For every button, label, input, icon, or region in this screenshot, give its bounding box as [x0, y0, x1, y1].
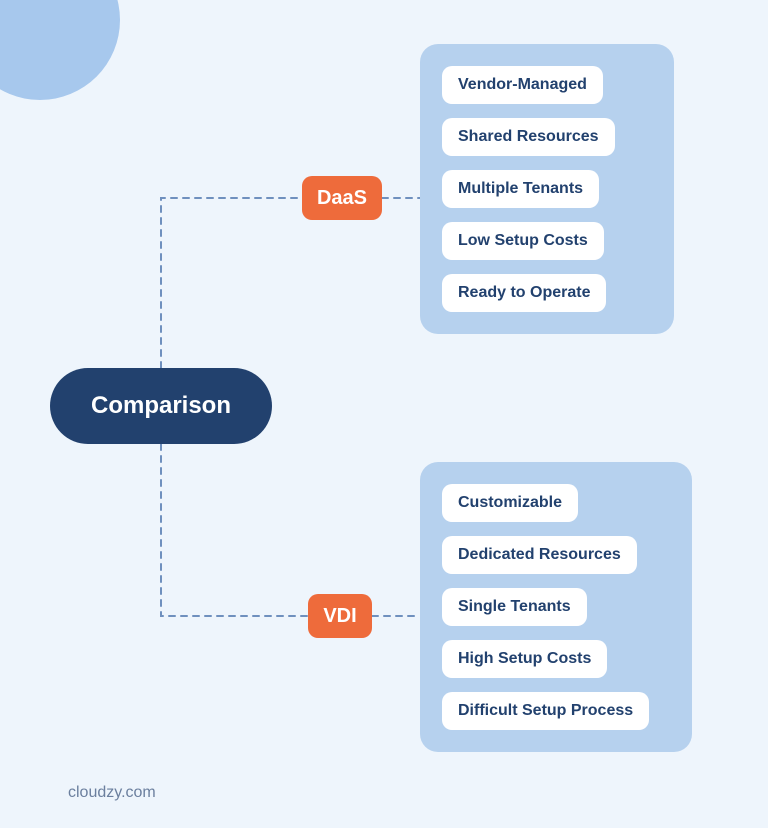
panel-vdi: Customizable Dedicated Resources Single Te… [420, 462, 692, 752]
feature-item: Shared Resources [442, 118, 615, 156]
feature-item: Difficult Setup Process [442, 692, 649, 730]
feature-item: Customizable [442, 484, 578, 522]
footer-attribution: cloudzy.com [68, 784, 156, 802]
diagram-canvas: Comparison DaaS VDI Vendor-Managed Shared… [0, 0, 768, 828]
footer-text: cloudzy.com [68, 784, 156, 801]
panel-daas: Vendor-Managed Shared Resources Multiple T… [420, 44, 674, 334]
branch-tag-daas: DaaS [302, 176, 382, 220]
feature-item: Vendor-Managed [442, 66, 603, 104]
branch-tag-vdi: VDI [308, 594, 372, 638]
branch-tag-label: DaaS [317, 187, 367, 210]
root-node-label: Comparison [91, 392, 231, 420]
feature-item: Multiple Tenants [442, 170, 599, 208]
branch-tag-label: VDI [323, 605, 356, 628]
feature-item: Dedicated Resources [442, 536, 637, 574]
feature-item: High Setup Costs [442, 640, 607, 678]
corner-decoration [0, 0, 120, 100]
feature-item: Low Setup Costs [442, 222, 604, 260]
root-node-comparison: Comparison [50, 368, 272, 444]
feature-item: Single Tenants [442, 588, 587, 626]
feature-item: Ready to Operate [442, 274, 606, 312]
